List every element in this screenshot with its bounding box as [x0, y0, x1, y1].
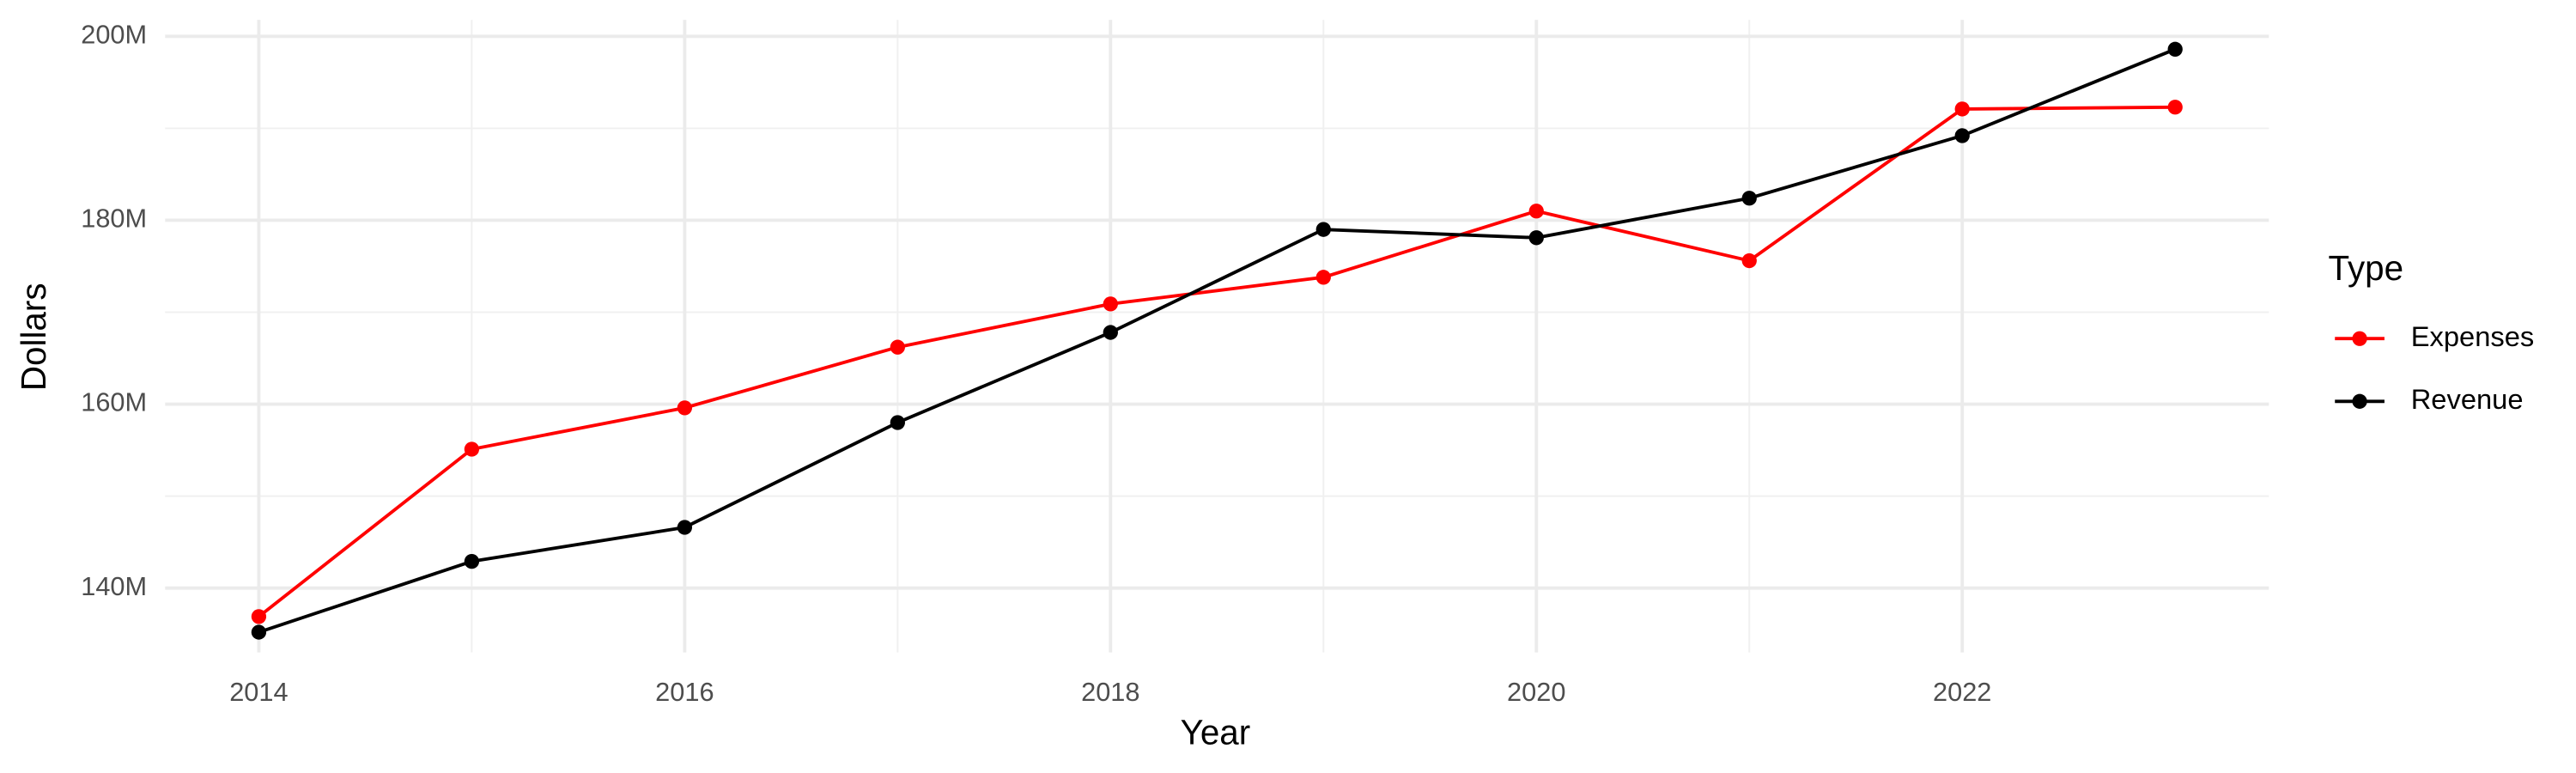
- legend-swatch: [2352, 393, 2367, 409]
- legend-swatch: [2352, 331, 2367, 346]
- point: [464, 441, 480, 457]
- legend-label: Expenses: [2411, 320, 2535, 352]
- point: [677, 520, 693, 535]
- point: [464, 553, 480, 569]
- point: [677, 400, 693, 416]
- series-line: [258, 47, 2176, 634]
- y-tick-label: 200M: [81, 19, 147, 49]
- point: [1954, 101, 1970, 117]
- point: [1741, 191, 1757, 206]
- point: [1954, 128, 1970, 143]
- point: [251, 609, 267, 624]
- x-tick-label: 2018: [1081, 677, 1139, 707]
- point: [1315, 270, 1331, 285]
- point: [1103, 325, 1118, 340]
- point: [890, 339, 905, 355]
- point: [1315, 222, 1331, 237]
- x-tick-label: 2016: [655, 677, 714, 707]
- y-axis-title: Dollars: [14, 283, 53, 391]
- point: [2167, 100, 2183, 115]
- series-line: [258, 105, 2176, 618]
- x-axis-title: Year: [1181, 712, 1251, 752]
- point: [1741, 253, 1757, 269]
- legend-label: Revenue: [2411, 383, 2524, 415]
- point: [1103, 296, 1118, 312]
- point: [1528, 204, 1544, 219]
- point: [2167, 41, 2183, 57]
- y-tick-label: 180M: [81, 204, 147, 234]
- point: [1528, 230, 1544, 246]
- y-tick-label: 140M: [81, 571, 147, 601]
- point: [251, 624, 267, 640]
- x-tick-label: 2022: [1933, 677, 1991, 707]
- legend-title: Type: [2329, 248, 2404, 288]
- x-tick-label: 2014: [229, 677, 288, 707]
- x-tick-label: 2020: [1507, 677, 1565, 707]
- y-tick-label: 160M: [81, 387, 147, 417]
- point: [890, 415, 905, 430]
